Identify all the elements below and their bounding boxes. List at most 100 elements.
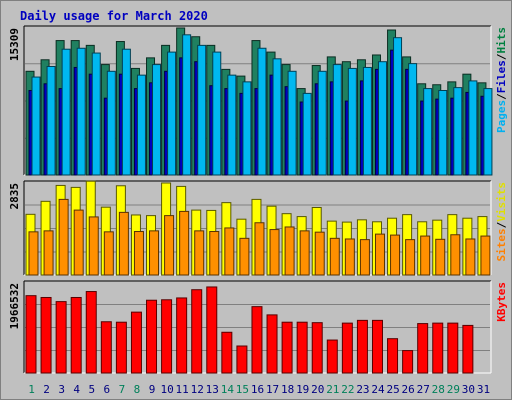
bar-sites-day-22 <box>344 238 355 276</box>
bar-pages-day-5 <box>91 52 101 176</box>
day-label-3: 3 <box>58 383 65 396</box>
legend-entry: KBytes <box>495 282 508 322</box>
bar-sites-day-18 <box>284 226 295 276</box>
legend-entry: Files <box>495 60 508 93</box>
bar-sites-day-6 <box>103 231 114 276</box>
chart-title: Daily usage for March 2020 <box>20 9 208 23</box>
day-label-31: 31 <box>477 383 490 396</box>
bar-kbytes-day-3 <box>55 301 67 374</box>
bar-sites-day-7 <box>118 211 129 276</box>
day-label-23: 23 <box>356 383 369 396</box>
bar-pages-day-6 <box>106 70 116 176</box>
bar-pages-day-3 <box>61 48 71 176</box>
day-label-6: 6 <box>104 383 111 396</box>
day-label-9: 9 <box>149 383 156 396</box>
bar-sites-day-30 <box>465 238 476 276</box>
bar-sites-day-1 <box>28 231 39 276</box>
bar-pages-day-20 <box>317 70 327 176</box>
series-kbytes <box>25 286 474 374</box>
day-label-28: 28 <box>432 383 445 396</box>
bar-sites-day-2 <box>43 230 54 276</box>
day-label-8: 8 <box>134 383 141 396</box>
legend-entry: Pages <box>495 100 508 133</box>
bar-pages-day-22 <box>347 67 357 176</box>
bar-pages-day-16 <box>257 47 267 176</box>
bar-sites-day-21 <box>329 237 340 276</box>
day-label-24: 24 <box>371 383 385 396</box>
bar-kbytes-day-16 <box>251 306 263 374</box>
day-label-17: 17 <box>266 383 279 396</box>
bar-sites-day-8 <box>133 231 144 276</box>
bar-kbytes-day-13 <box>206 286 218 374</box>
bar-sites-day-29 <box>450 234 461 276</box>
legend-entry: / <box>495 93 508 100</box>
bar-pages-day-30 <box>468 80 478 176</box>
bar-sites-day-11 <box>179 210 190 276</box>
bar-sites-day-9 <box>149 230 160 276</box>
bar-sites-day-23 <box>359 239 370 276</box>
panel-3: 1966532 KBytes <box>8 280 508 374</box>
bar-kbytes-day-8 <box>130 311 142 374</box>
panel-max-label: 15309 <box>8 28 21 61</box>
day-label-26: 26 <box>402 383 415 396</box>
bar-pages-day-21 <box>332 64 342 176</box>
bar-kbytes-day-26 <box>402 350 414 374</box>
panel-legend: KBytes <box>495 282 508 322</box>
day-label-14: 14 <box>221 383 235 396</box>
bar-pages-day-29 <box>453 87 463 176</box>
bar-pages-day-24 <box>377 61 387 176</box>
day-label-2: 2 <box>43 383 50 396</box>
day-label-18: 18 <box>281 383 294 396</box>
day-label-1: 1 <box>28 383 35 396</box>
bar-pages-day-17 <box>272 58 282 176</box>
day-label-27: 27 <box>417 383 430 396</box>
bar-sites-day-5 <box>88 216 99 276</box>
series-sites <box>28 198 491 276</box>
day-label-7: 7 <box>119 383 126 396</box>
bar-pages-day-18 <box>287 70 297 176</box>
bar-pages-day-26 <box>408 63 418 176</box>
bar-pages-day-13 <box>212 51 222 176</box>
bar-kbytes-day-9 <box>146 299 158 374</box>
bar-kbytes-day-19 <box>296 321 308 374</box>
day-label-12: 12 <box>191 383 204 396</box>
bar-kbytes-day-21 <box>326 339 338 374</box>
bar-sites-day-12 <box>194 230 205 276</box>
bar-sites-day-26 <box>405 239 416 276</box>
day-label-5: 5 <box>88 383 95 396</box>
bar-kbytes-day-17 <box>266 314 278 374</box>
bar-kbytes-day-30 <box>462 324 474 374</box>
bar-kbytes-day-12 <box>191 289 203 374</box>
bar-pages-day-9 <box>152 64 162 176</box>
bar-kbytes-day-28 <box>432 322 444 374</box>
bar-kbytes-day-7 <box>115 321 127 374</box>
bar-kbytes-day-27 <box>417 323 429 374</box>
bar-pages-day-7 <box>121 48 131 176</box>
bar-sites-day-24 <box>374 233 385 276</box>
bar-pages-day-4 <box>76 47 86 176</box>
bar-pages-day-8 <box>136 74 146 176</box>
bar-sites-day-17 <box>269 229 280 276</box>
day-label-10: 10 <box>160 383 173 396</box>
chart-panels: 15309Pages/Files/Hits2835Sites/Visits196… <box>8 25 508 374</box>
bar-kbytes-day-4 <box>70 296 82 374</box>
panel-legend: Sites/Visits <box>495 182 508 262</box>
bar-kbytes-day-6 <box>100 321 112 374</box>
panel-max-label: 1966532 <box>8 283 21 329</box>
day-label-30: 30 <box>462 383 475 396</box>
bar-sites-day-27 <box>420 235 431 276</box>
bar-sites-day-10 <box>164 215 175 276</box>
bar-kbytes-day-15 <box>236 345 248 374</box>
bar-kbytes-day-2 <box>40 296 52 374</box>
day-labels: 1 2 3 4 5 6 7 8 9 10 11 12 13 14 15 16 17 18 19 20 21 22 23 24 2… <box>28 383 490 396</box>
bar-pages-day-23 <box>362 66 372 176</box>
bar-kbytes-day-22 <box>341 322 353 374</box>
bar-sites-day-20 <box>314 231 325 276</box>
day-label-4: 4 <box>73 383 80 396</box>
day-label-15: 15 <box>236 383 249 396</box>
bar-kbytes-day-25 <box>387 338 399 374</box>
bar-pages-day-28 <box>438 90 448 176</box>
legend-entry: / <box>495 221 508 228</box>
bar-pages-day-2 <box>46 65 56 176</box>
bar-kbytes-day-10 <box>161 299 173 374</box>
